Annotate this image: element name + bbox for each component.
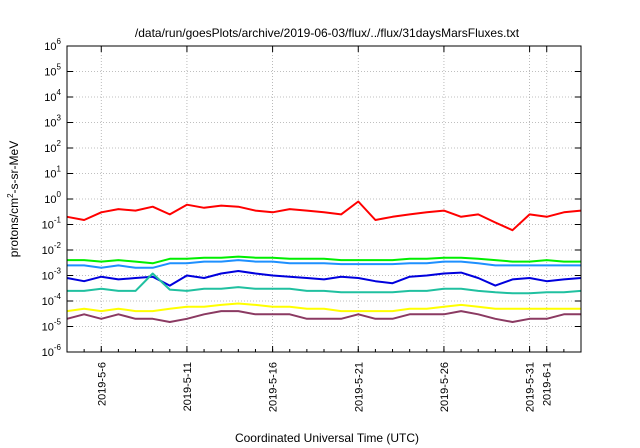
y-tick-label: 10-6 [42, 343, 62, 359]
y-tick-label: 10-5 [42, 318, 62, 334]
x-axis-title: Coordinated Universal Time (UTC) [235, 431, 419, 445]
axes: 10-6 10-5 10-4 10-3 10-2 10-1 100 101 102 103 104 1… [42, 37, 582, 412]
series-group [66, 200, 582, 323]
series-line-0 [66, 200, 582, 232]
y-tick-label: 106 [44, 37, 61, 53]
y-axis-title: protons/cm2-s-sr-MeV [6, 141, 21, 257]
y-tick-label: 100 [44, 190, 61, 206]
plot-frame [66, 45, 582, 353]
series-line-6 [66, 310, 581, 323]
y-tick-label: 102 [44, 139, 61, 155]
y-tick-label: 105 [44, 63, 61, 79]
y-tick-label: 10-4 [42, 292, 62, 308]
series-line-2 [67, 259, 581, 269]
y-tick-label: 10-2 [42, 241, 62, 257]
series-line-4 [67, 272, 582, 295]
chart-title: /data/run/goesPlots/archive/2019-06-03/f… [135, 26, 520, 40]
grid [67, 46, 581, 352]
series-line-1 [67, 255, 581, 265]
series-line-5 [66, 302, 581, 313]
y-tick-label: 10-1 [42, 216, 62, 232]
x-tick-label: 2019-5-6 [96, 362, 108, 406]
y-tick-label: 103 [44, 114, 61, 130]
x-tick-label: 2019-5-26 [439, 362, 451, 412]
x-tick-label: 2019-6-1 [542, 362, 554, 406]
x-tick-label: 2019-5-21 [353, 362, 365, 412]
series-line-3 [66, 270, 582, 287]
x-tick-label: 2019-5-16 [268, 362, 280, 412]
y-tick-label: 104 [44, 88, 61, 104]
y-tick-label: 101 [44, 165, 61, 181]
y-tick-label: 10-3 [42, 267, 62, 283]
x-tick-label: 2019-5-31 [525, 362, 537, 412]
x-tick-label: 2019-5-11 [182, 362, 194, 411]
